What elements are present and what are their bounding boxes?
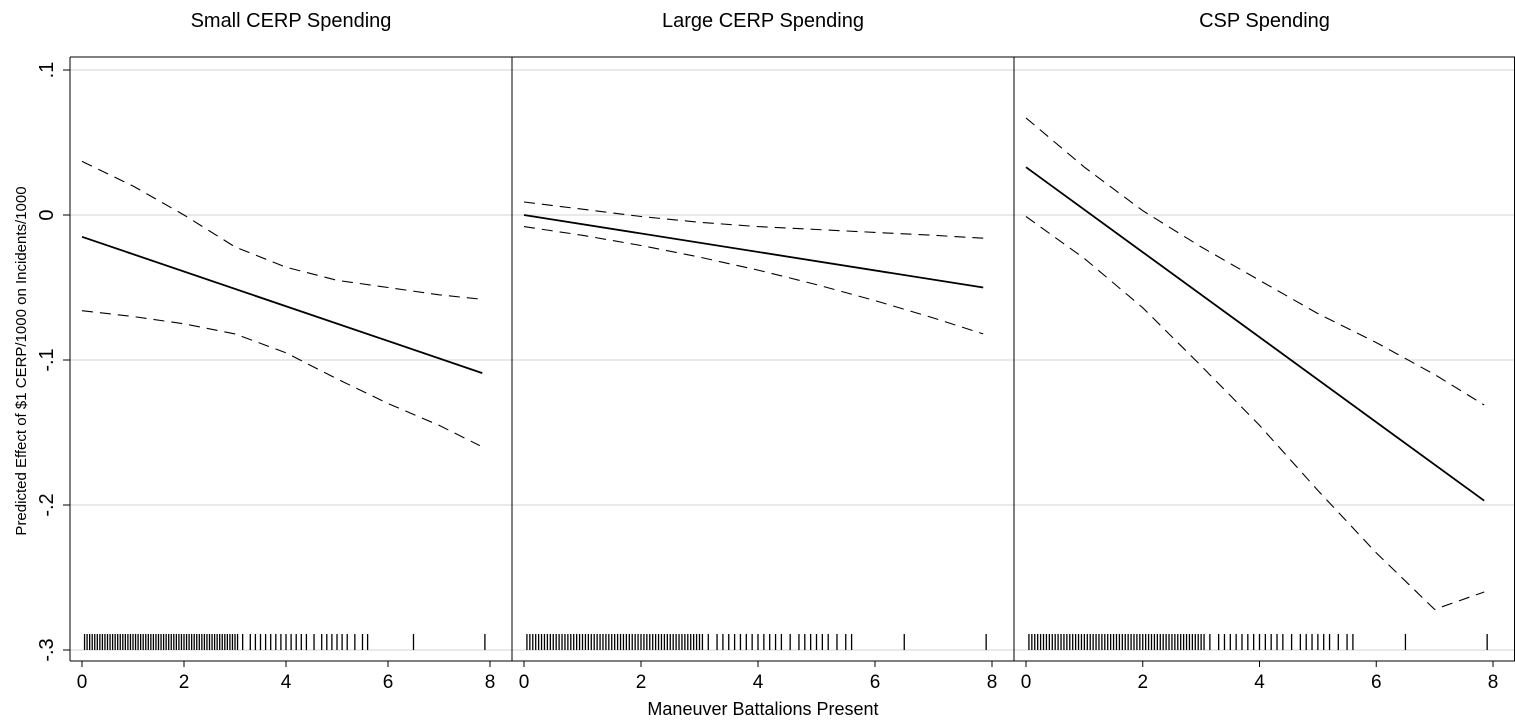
panel-1: Small CERP Spending 0 2 4 6 8: [77, 10, 496, 693]
estimate-line: [1026, 167, 1484, 501]
x-tick-label: 0: [77, 672, 88, 693]
ci-upper-line: [82, 161, 480, 299]
x-tick-label: 4: [281, 672, 292, 693]
ci-upper-line: [1026, 118, 1484, 405]
panel-3: CSP Spending 0 2 4 6 8: [1021, 10, 1499, 693]
x-tick-label: 4: [1254, 672, 1265, 693]
panel-title: CSP Spending: [1199, 10, 1330, 32]
x-tick-label: 4: [753, 672, 764, 693]
estimate-line: [82, 237, 482, 373]
x-tick-label: 2: [179, 672, 190, 693]
y-tick-label: -.2: [36, 493, 58, 516]
x-axis-title: Maneuver Battalions Present: [647, 699, 878, 719]
estimate-line: [524, 215, 983, 288]
ci-lower-line: [524, 227, 983, 334]
x-tick-label: 0: [519, 672, 530, 693]
ci-upper-line: [524, 202, 983, 238]
x-tick-label: 6: [870, 672, 881, 693]
x-tick-label: 8: [1488, 672, 1499, 693]
x-tick-label: 0: [1021, 672, 1032, 693]
y-tick-label: 0: [36, 209, 58, 220]
y-tick-label: .1: [36, 62, 58, 79]
x-tick-label: 2: [636, 672, 647, 693]
panel-2: Large CERP Spending 0 2 4 6 8: [519, 10, 998, 693]
x-tick-label: 6: [1371, 672, 1382, 693]
x-tick-label: 8: [485, 672, 496, 693]
y-axis-title: Predicted Effect of $1 CERP/1000 on Inci…: [13, 186, 30, 535]
panel-title: Small CERP Spending: [191, 10, 392, 32]
x-tick-label: 2: [1137, 672, 1148, 693]
x-tick-label: 6: [383, 672, 394, 693]
x-tick-label: 8: [987, 672, 998, 693]
panel-title: Large CERP Spending: [662, 10, 864, 32]
y-tick-label: -.1: [36, 348, 58, 371]
y-tick-label: -.3: [36, 638, 58, 661]
ci-lower-line: [82, 311, 480, 446]
ci-lower-line: [1026, 217, 1484, 610]
